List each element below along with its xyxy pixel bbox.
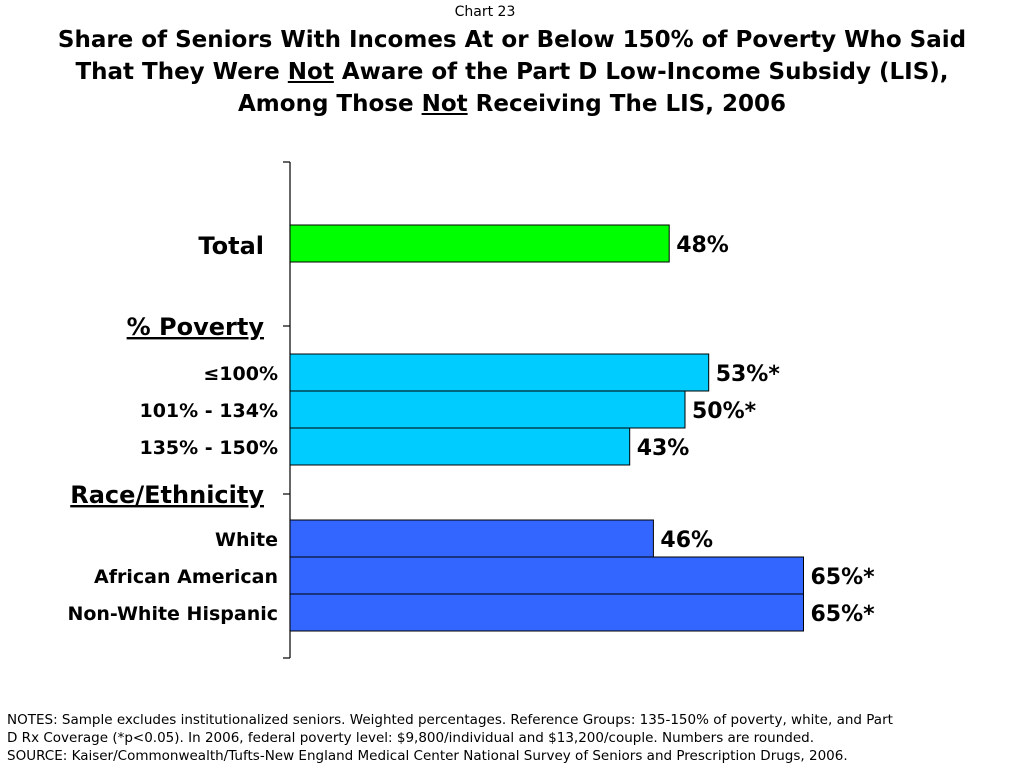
bar xyxy=(289,427,631,466)
section-heading: % Poverty xyxy=(127,313,265,341)
title-line-3: Among Those Not Receiving The LIS, 2006 xyxy=(0,88,1024,120)
title-line-3-post: Receiving The LIS, 2006 xyxy=(467,91,786,117)
data-label: 65%* xyxy=(811,602,876,627)
section-heading: Race/Ethnicity xyxy=(70,481,264,509)
title-line-2: That They Were Not Aware of the Part D L… xyxy=(0,56,1024,88)
data-label: 48% xyxy=(676,233,729,258)
source-line: SOURCE: Kaiser/Commonwealth/Tufts-New En… xyxy=(7,748,848,764)
title-line-1: Share of Seniors With Incomes At or Belo… xyxy=(57,27,967,53)
chart-notes: NOTES: Sample excludes institutionalized… xyxy=(7,711,1012,765)
bar xyxy=(289,390,686,429)
title-line-2-post: Aware of the Part D Low-Income Subsidy (… xyxy=(333,59,949,85)
category-label: Non-White Hispanic xyxy=(67,603,278,625)
category-label: 101% - 134% xyxy=(139,400,278,422)
bar xyxy=(289,593,804,632)
title-line-2-emphasis: Not xyxy=(287,59,334,85)
category-label: White xyxy=(215,529,278,551)
bar xyxy=(289,519,654,558)
category-label: ≤100% xyxy=(203,363,278,385)
bar-chart: 48% Total % Poverty 53%* ≤100% 50%* 101% - 134… xyxy=(67,161,876,659)
bar xyxy=(289,224,670,263)
chart-title: Share of Seniors With Incomes At or Belo… xyxy=(0,24,1024,120)
bar xyxy=(289,353,710,392)
title-line-2-pre: That They Were xyxy=(75,59,288,85)
data-label: 43% xyxy=(637,436,690,461)
data-label: 46% xyxy=(660,528,713,553)
notes-line-2: D Rx Coverage (*p<0.05). In 2006, federa… xyxy=(7,730,815,746)
title-line-3-pre: Among Those xyxy=(238,91,422,117)
bar xyxy=(289,556,804,595)
data-label: 53%* xyxy=(716,362,781,387)
title-line-3-emphasis: Not xyxy=(421,91,468,117)
category-label: 135% - 150% xyxy=(139,437,278,459)
data-label: 65%* xyxy=(811,565,876,590)
category-label: Total xyxy=(198,232,264,260)
category-label: African American xyxy=(94,566,278,588)
chart-number-label: Chart 23 xyxy=(454,4,516,20)
notes-line-1: NOTES: Sample excludes institutionalized… xyxy=(7,712,893,728)
data-label: 50%* xyxy=(692,399,757,424)
